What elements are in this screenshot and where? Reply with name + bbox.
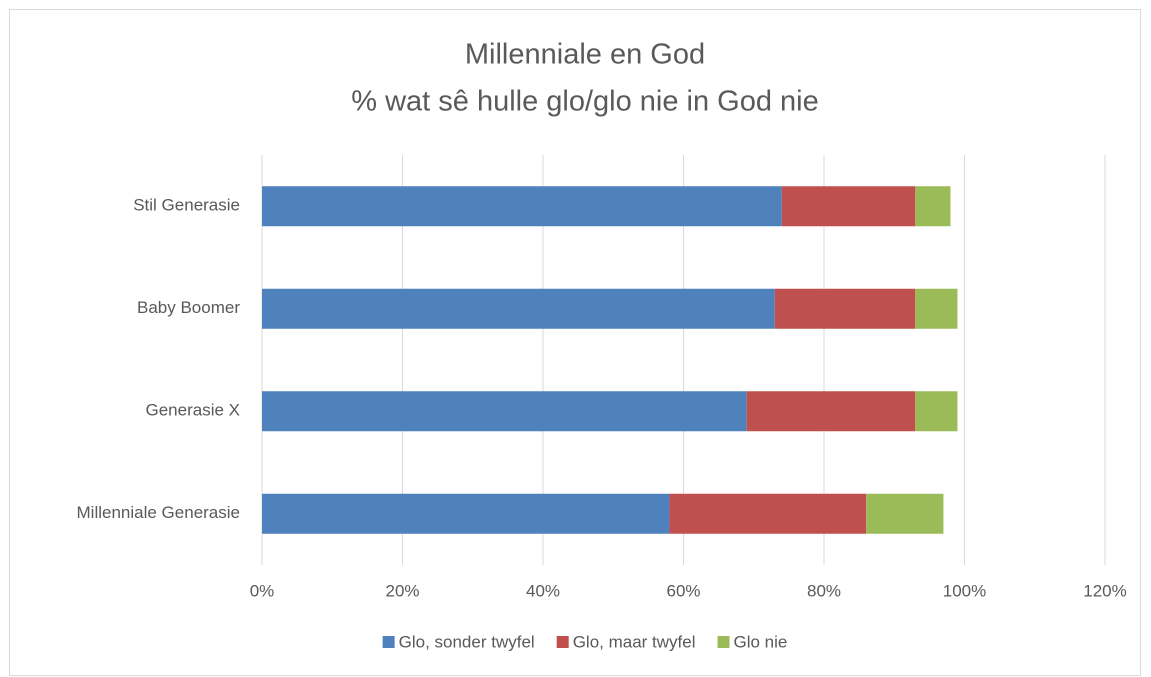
y-tick-label: Stil Generasie	[133, 196, 240, 215]
chart-border	[9, 9, 1141, 676]
legend-label: Glo, maar twyfel	[573, 632, 696, 651]
bar-segment	[866, 493, 944, 534]
bar-segment	[774, 288, 916, 329]
bar-segment	[262, 288, 775, 329]
bar-segment	[262, 186, 782, 227]
bar-segment	[262, 391, 747, 432]
bar-segment	[915, 391, 958, 432]
bar-segment	[669, 493, 867, 534]
y-tick-label: Millenniale Generasie	[77, 503, 240, 522]
legend-swatch	[556, 636, 569, 648]
y-tick-label: Generasie X	[146, 401, 241, 420]
bar-segment	[781, 186, 916, 227]
y-tick-label: Baby Boomer	[137, 298, 240, 317]
chart-title: Millenniale en God	[465, 39, 705, 71]
legend-label: Glo, sonder twyfel	[399, 632, 535, 651]
x-tick-label: 0%	[250, 581, 275, 600]
x-tick-label: 100%	[943, 581, 986, 600]
legend: Glo, sonder twyfel Glo, maar twyfel Glo ni…	[382, 632, 788, 651]
legend-swatch	[382, 636, 395, 648]
chart-subtitle: % wat sê hulle glo/glo nie in God nie	[351, 86, 819, 118]
legend-label: Glo nie	[734, 632, 788, 651]
x-tick-label: 120%	[1083, 581, 1126, 600]
bar-segment	[262, 493, 670, 534]
legend-swatch	[717, 636, 730, 648]
x-tick-label: 40%	[526, 581, 560, 600]
bar-segment	[915, 288, 958, 329]
x-tick-label: 80%	[807, 581, 841, 600]
x-tick-label: 20%	[385, 581, 419, 600]
bar-segment	[915, 186, 951, 227]
bar-segment	[746, 391, 916, 432]
x-tick-label: 60%	[666, 581, 700, 600]
